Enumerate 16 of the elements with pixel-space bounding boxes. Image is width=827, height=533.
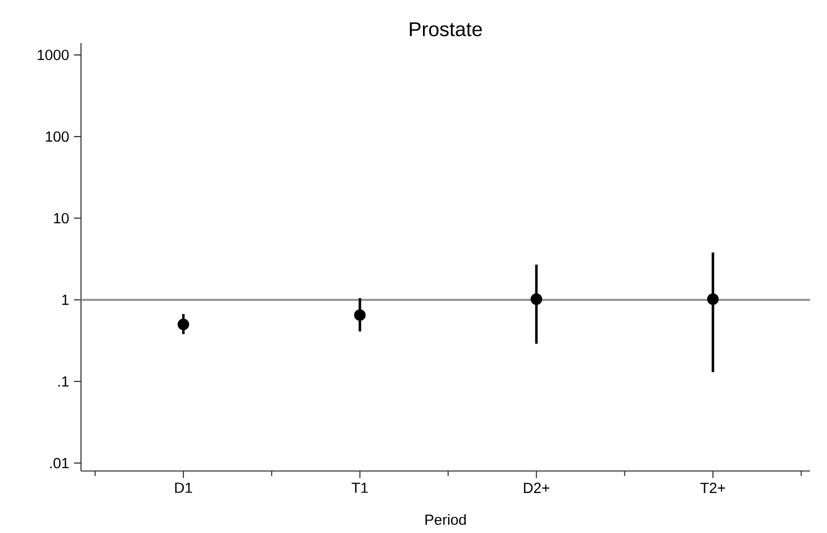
x-tick-label: D1 xyxy=(175,482,192,493)
point xyxy=(354,309,366,321)
y-tick-label: 1 xyxy=(62,294,69,305)
chart-title: Prostate xyxy=(410,22,482,36)
y-tick-label: 1000 xyxy=(38,50,69,60)
x-tick-label: T2+ xyxy=(700,482,726,493)
y-tick-label: 10 xyxy=(54,213,69,224)
point xyxy=(178,318,190,330)
x-tick-label: D2+ xyxy=(524,482,550,493)
point xyxy=(530,293,542,305)
x-axis-title: Period xyxy=(426,514,466,525)
y-tick-label: .1 xyxy=(58,376,69,387)
point xyxy=(707,293,719,305)
x-tick-label: T1 xyxy=(352,482,368,493)
y-tick-label: .01 xyxy=(50,458,69,468)
y-tick-label: 100 xyxy=(46,131,69,142)
